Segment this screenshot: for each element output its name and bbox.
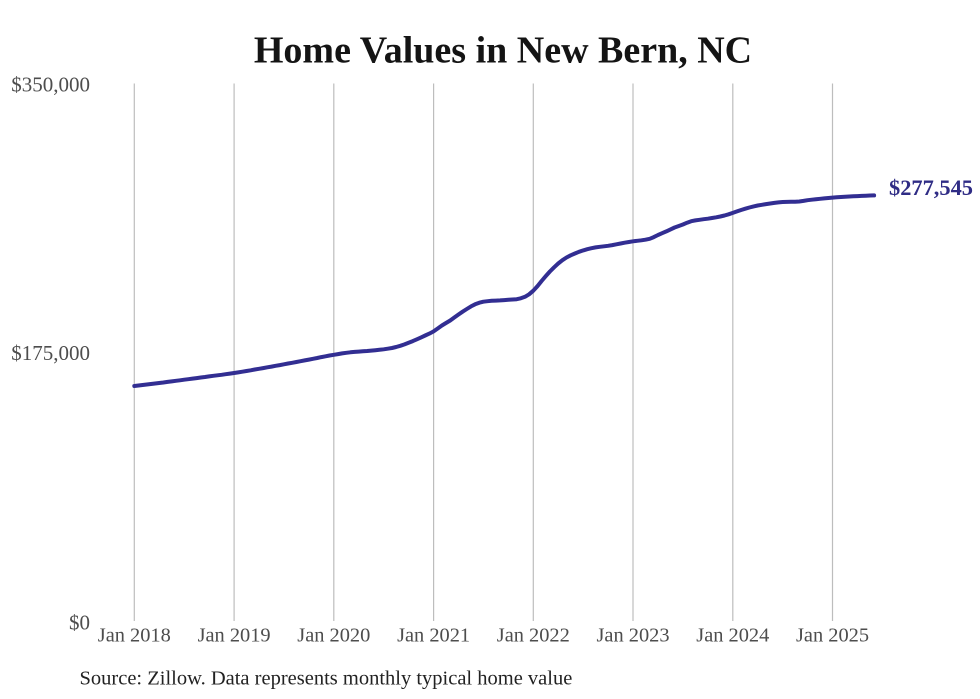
svg-text:Jan 2025: Jan 2025: [796, 625, 869, 647]
svg-text:$350,000: $350,000: [11, 73, 90, 97]
svg-text:Jan 2024: Jan 2024: [696, 625, 769, 647]
svg-text:Jan 2019: Jan 2019: [198, 625, 271, 647]
svg-text:Home Values in New Bern, NC: Home Values in New Bern, NC: [254, 30, 752, 72]
svg-text:Jan 2021: Jan 2021: [397, 625, 470, 647]
svg-text:Jan 2020: Jan 2020: [297, 625, 370, 647]
svg-text:$0: $0: [69, 611, 90, 635]
svg-text:Source: Zillow. Data represent: Source: Zillow. Data represents monthly …: [80, 668, 573, 690]
svg-text:$175,000: $175,000: [11, 341, 90, 365]
svg-text:Jan 2018: Jan 2018: [98, 625, 171, 647]
svg-text:Jan 2022: Jan 2022: [497, 625, 570, 647]
svg-text:$277,545: $277,545: [889, 175, 973, 200]
svg-text:Jan 2023: Jan 2023: [596, 625, 669, 647]
